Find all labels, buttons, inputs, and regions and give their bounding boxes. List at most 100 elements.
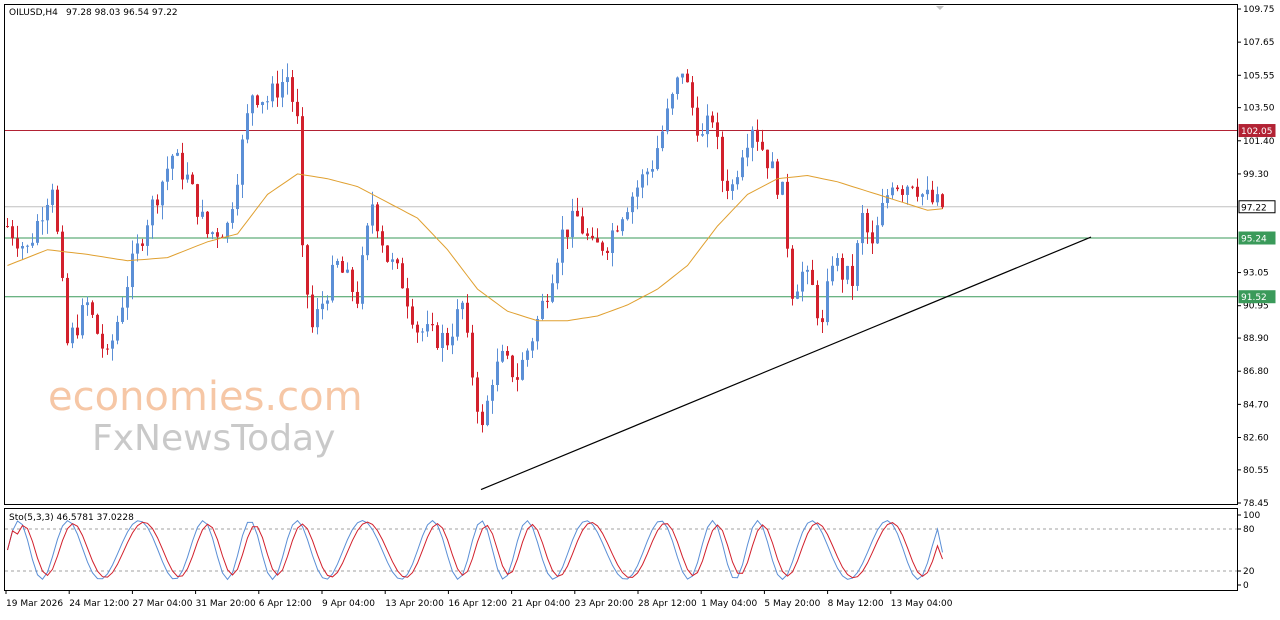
candle-bull xyxy=(271,83,274,102)
candle-bull xyxy=(456,309,459,337)
candle-bear xyxy=(466,302,469,333)
candle-bull xyxy=(211,232,214,235)
candle-bull xyxy=(391,259,394,262)
candle-bull xyxy=(131,253,134,288)
candle-bull xyxy=(891,187,894,196)
candle-bear xyxy=(581,216,584,234)
candle-bear xyxy=(686,73,689,83)
y-tick-label: 88.90 xyxy=(1243,334,1269,344)
x-tick-label: 23 Apr 20:00 xyxy=(575,599,634,609)
candle-bull xyxy=(826,281,829,323)
candle-bull xyxy=(226,222,229,238)
candle-bear xyxy=(91,302,94,315)
trendline-group xyxy=(480,236,1092,491)
candle-bear xyxy=(716,122,719,137)
candle-bull xyxy=(681,73,684,78)
x-tick-label: 28 Apr 12:00 xyxy=(638,599,697,609)
candle-bear xyxy=(821,318,824,323)
candle-bull xyxy=(166,168,169,182)
candle-bull xyxy=(316,309,319,328)
candle-bull xyxy=(486,400,489,426)
candle-bull xyxy=(796,291,799,299)
candle-bull xyxy=(26,245,29,247)
candle-bear xyxy=(76,327,79,336)
candle-bull xyxy=(36,221,39,243)
candle-bull xyxy=(736,177,739,185)
candle-bull xyxy=(781,181,784,195)
candle-bear xyxy=(356,291,359,304)
candle-bull xyxy=(146,225,149,246)
stoch-tick-label: 100 xyxy=(1243,511,1260,521)
candle-bear xyxy=(206,211,209,235)
candle-bull xyxy=(861,212,864,244)
candle-bear xyxy=(191,174,194,185)
ma-line xyxy=(7,173,943,322)
candle-bull xyxy=(336,261,339,265)
candle-bull xyxy=(71,327,74,344)
x-tick-label: 13 Apr 20:00 xyxy=(385,599,444,609)
stochastic-lines xyxy=(5,519,1237,581)
candle-bear xyxy=(691,82,694,108)
candle-bear xyxy=(711,115,714,123)
candle-bull xyxy=(366,225,369,256)
x-tick-label: 5 May 20:00 xyxy=(764,599,820,609)
candle-bull xyxy=(666,108,669,132)
candle-bull xyxy=(881,202,884,226)
candle-bull xyxy=(491,385,494,401)
candle-bull xyxy=(561,229,564,263)
candle-bull xyxy=(261,102,264,106)
candle-bull xyxy=(531,341,534,351)
candle-bear xyxy=(791,248,794,299)
chart-shift-marker[interactable] xyxy=(936,6,944,10)
candle-bear xyxy=(16,238,19,249)
candle-bear xyxy=(376,204,379,232)
candle-bear xyxy=(276,83,279,98)
candle-bull xyxy=(921,194,924,197)
candle-bull xyxy=(331,264,334,301)
candle-bull xyxy=(801,271,804,292)
candle-bull xyxy=(186,174,189,180)
candle-bull xyxy=(231,209,234,223)
y-tick-label: 90.95 xyxy=(1243,302,1269,312)
candle-bull xyxy=(136,243,139,254)
x-tick-label: 13 May 04:00 xyxy=(891,599,953,609)
candle-bull xyxy=(836,257,839,266)
candle-bull xyxy=(936,194,939,203)
y-axis: 109.75 107.65 105.55 103.50 101.40 99.30 93.05… xyxy=(1237,5,1276,591)
candle-bear xyxy=(916,186,919,197)
candle-bull xyxy=(701,134,704,136)
candle-bear xyxy=(291,77,294,102)
candle-bull xyxy=(641,174,644,188)
y-tick-label: 84.70 xyxy=(1243,400,1269,410)
candle-bear xyxy=(591,235,594,239)
price-tag-label: 95.24 xyxy=(1241,235,1267,245)
candle-bull xyxy=(926,189,929,195)
candle-bull xyxy=(346,269,349,273)
x-tick-label: 24 Mar 12:00 xyxy=(69,599,129,609)
candle-bear xyxy=(601,242,604,251)
candle-bull xyxy=(556,262,559,284)
candle-bull xyxy=(521,359,524,380)
candle-bull xyxy=(426,324,429,332)
candle-bear xyxy=(756,129,759,142)
candle-bull xyxy=(46,204,49,221)
y-tick-label: 103.50 xyxy=(1243,104,1275,114)
price-tag-label: 102.05 xyxy=(1241,127,1273,137)
candle-bull xyxy=(656,148,659,170)
candle-bear xyxy=(101,333,104,349)
stoch-tick-label: 0 xyxy=(1243,581,1249,591)
price-tag-label: 91.52 xyxy=(1241,293,1267,303)
candle-bear xyxy=(6,226,9,228)
candle-bear xyxy=(96,314,99,334)
candle-bull xyxy=(806,269,809,272)
candle-bear xyxy=(416,324,419,333)
candle-bear xyxy=(431,324,434,326)
candle-bull xyxy=(151,199,154,226)
candle-bear xyxy=(311,294,314,328)
candle-bear xyxy=(851,265,854,286)
candle-bear xyxy=(156,199,159,206)
candle-bear xyxy=(761,141,764,150)
x-tick-label: 27 Mar 04:00 xyxy=(132,599,192,609)
candle-bear xyxy=(446,332,449,346)
